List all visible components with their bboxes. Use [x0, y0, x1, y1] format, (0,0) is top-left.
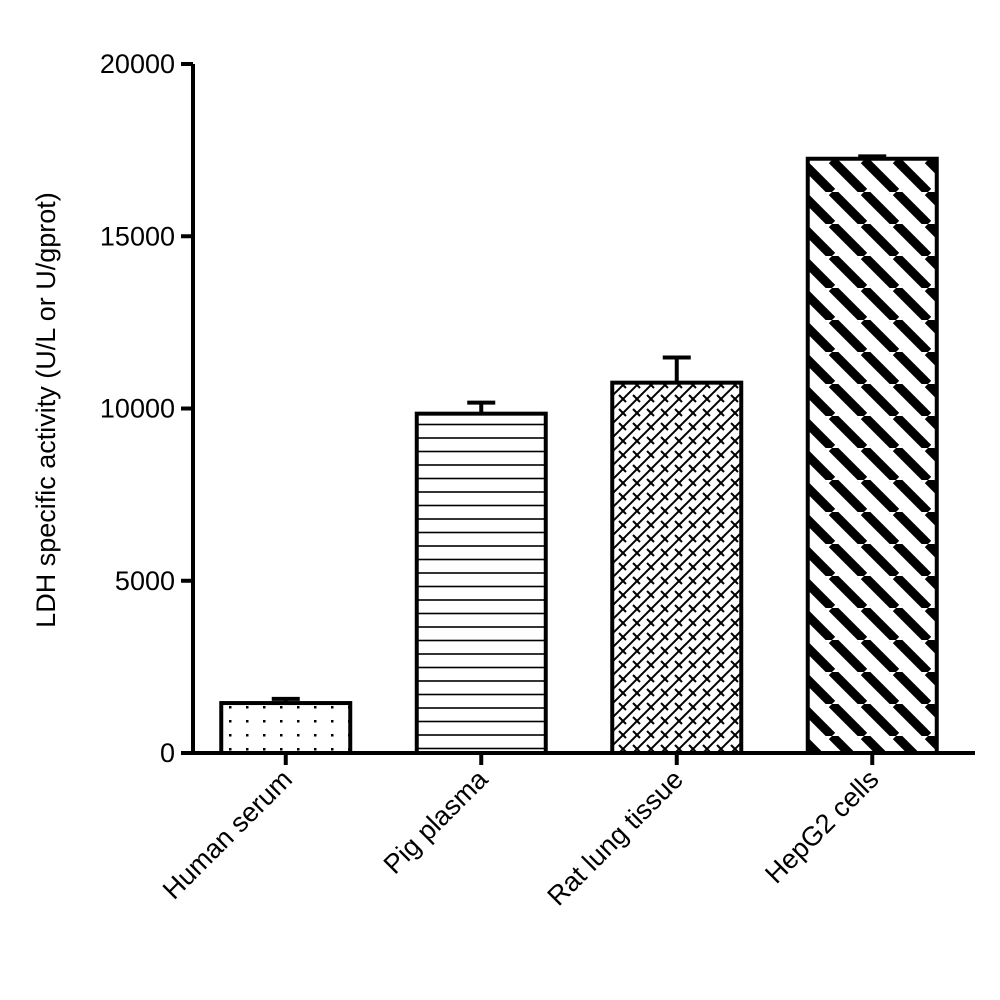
x-tick-label: Rat lung tissue: [541, 764, 689, 912]
x-tick-label: Human serum: [157, 764, 298, 905]
x-tick-label: Pig plasma: [378, 763, 494, 879]
bar-human-serum: [219, 701, 353, 755]
y-tick-label: 10000: [100, 394, 175, 424]
x-tick-label: HepG2 cells: [759, 764, 884, 889]
y-tick-label: 5000: [115, 566, 175, 596]
y-axis-label: LDH specific activity (U/L or U/gprot): [31, 192, 61, 628]
bar-pig-plasma: [414, 411, 548, 755]
y-tick-label: 0: [160, 738, 175, 768]
bar-rat-lung-tissue: [610, 380, 744, 755]
y-tick-label: 15000: [100, 221, 175, 251]
y-tick-label: 20000: [100, 49, 175, 79]
bar-hepg2-cells: [805, 156, 939, 756]
